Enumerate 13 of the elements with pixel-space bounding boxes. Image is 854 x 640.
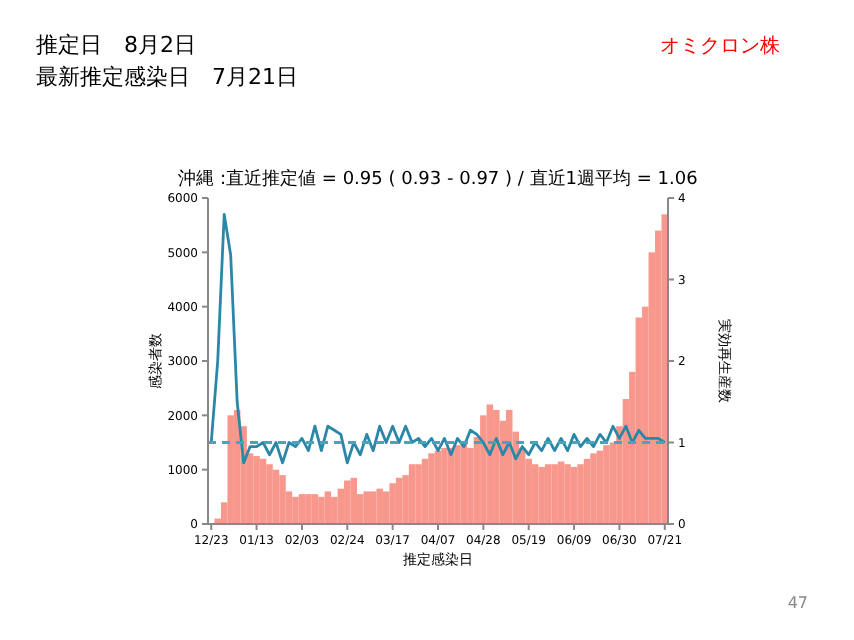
bar xyxy=(389,483,396,524)
bar xyxy=(227,415,234,524)
bar xyxy=(279,475,286,524)
text: 最新推定感染日 7月21日 xyxy=(36,64,298,90)
text: 推定日 8月2日 xyxy=(36,32,196,58)
line-series xyxy=(209,212,667,465)
text: オミクロン株 xyxy=(660,34,780,58)
bar xyxy=(506,409,513,524)
bar xyxy=(344,480,351,524)
bar xyxy=(350,477,358,524)
text: 47 xyxy=(787,594,808,612)
chart-title: 沖縄 :直近推定値 = 0.95 ( 0.93 - 0.97 ) / 直近1週平均 = 1.06 xyxy=(178,168,699,190)
bar xyxy=(493,409,500,524)
